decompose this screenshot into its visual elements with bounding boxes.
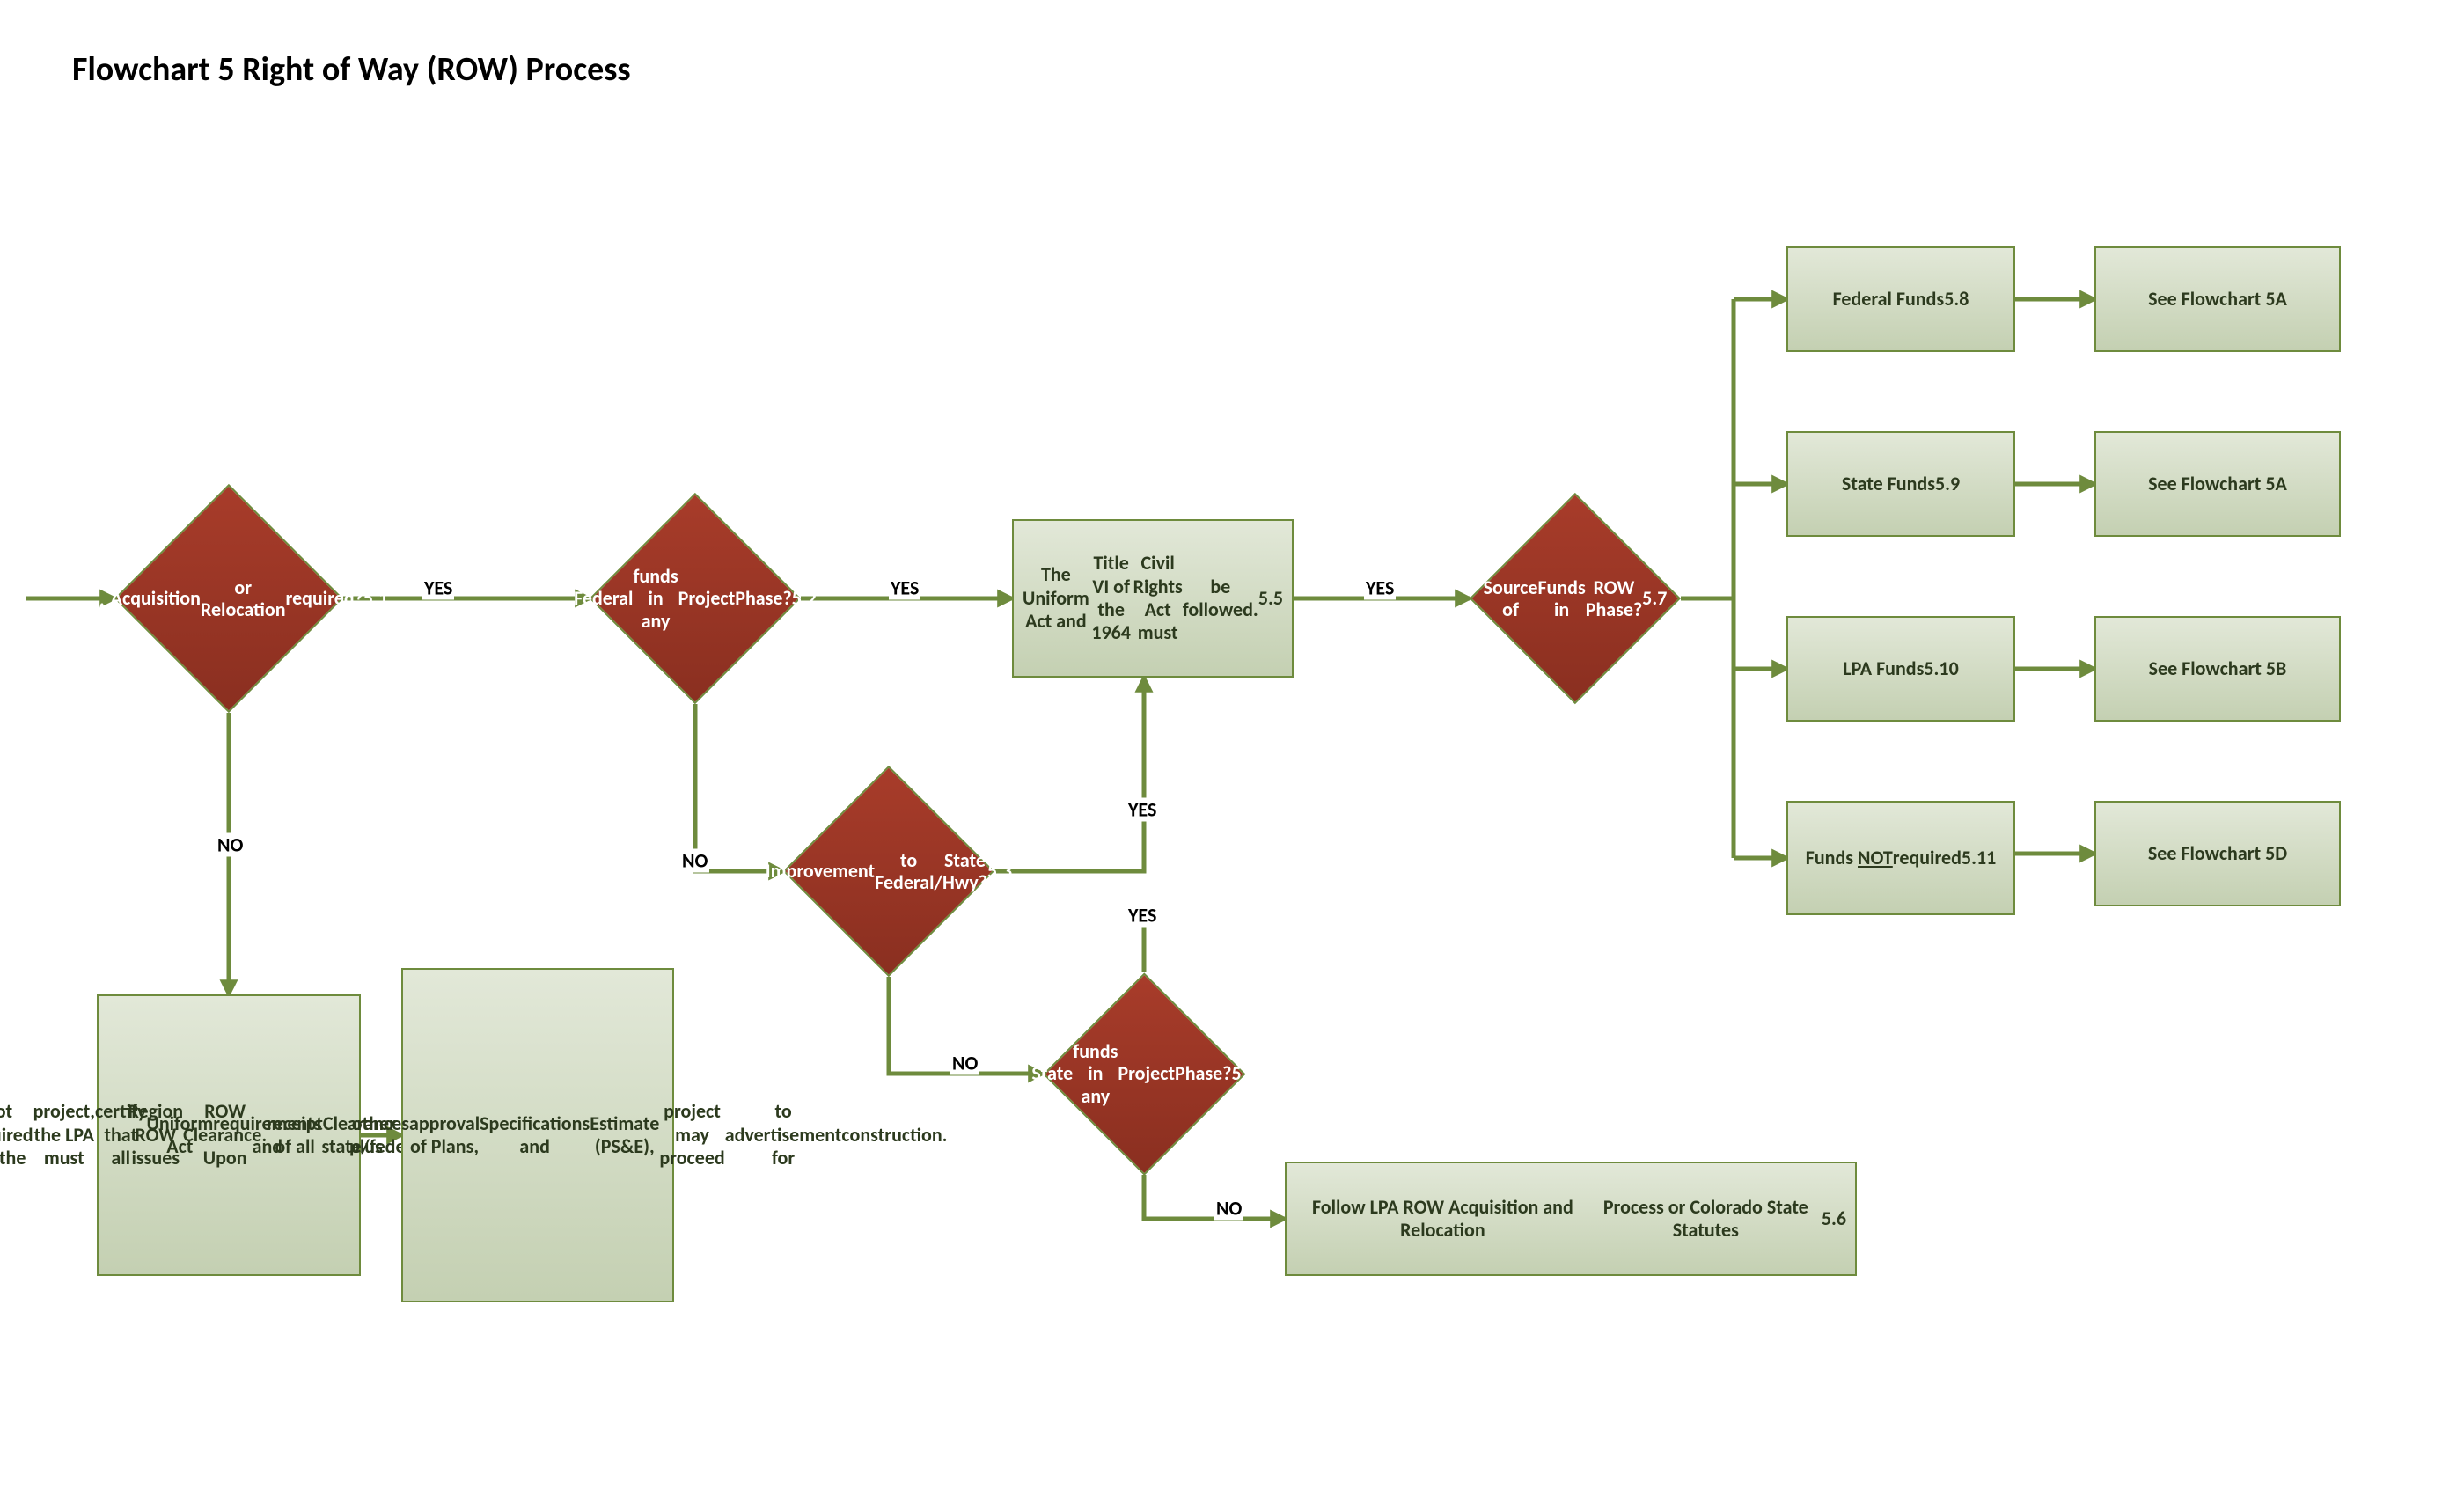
edge-label-d51-no: NO	[216, 833, 245, 857]
edge-label-d53-no: NO	[950, 1052, 979, 1075]
process-b56: Follow LPA ROW Acquisition and Relocatio…	[1285, 1162, 1857, 1276]
decision-d54: Statefunds in anyProjectPhase?5.4	[1073, 1002, 1216, 1146]
edge-label-d54-yes: YES	[1126, 904, 1158, 928]
decision-d53: Improvementto Federal/State Hwy?5.3	[814, 796, 964, 946]
decision-label: Federalfunds in anyProjectPhase?5.2	[620, 524, 770, 673]
process-b511: Funds NOTrequired5.11	[1786, 801, 2015, 915]
process-bregion: Region ROW issuesROW Clearance. Uponrece…	[401, 968, 674, 1302]
decision-label: Is ROWAcquisitionor Relocationrequired?5…	[148, 517, 310, 679]
process-b510: LPA Funds5.10	[1786, 616, 2015, 722]
decision-d52: Federalfunds in anyProjectPhase?5.2	[620, 524, 770, 673]
process-bsee4: See Flowchart 5D	[2094, 801, 2341, 906]
decision-label: Improvementto Federal/State Hwy?5.3	[814, 796, 964, 946]
process-b55: The Uniform Act andTitle VI of the 1964C…	[1012, 519, 1294, 678]
process-bsee2: See Flowchart 5A	[2094, 431, 2341, 537]
edge-label-d52-no: NO	[680, 849, 709, 873]
process-b58: Federal Funds5.8	[1786, 246, 2015, 352]
flowchart-canvas: Flowchart 5 Right of Way (ROW) Process YE…	[0, 0, 2464, 1496]
edge-label-b55-d57: YES	[1364, 576, 1396, 600]
connector-d53-yes	[994, 678, 1144, 871]
flowchart-title: Flowchart 5 Right of Way (ROW) Process	[72, 49, 631, 90]
edge-label-d54-no: NO	[1214, 1197, 1243, 1221]
decision-label: Statefunds in anyProjectPhase?5.4	[1073, 1002, 1216, 1146]
decision-d57: Source ofFunds inROW Phase?5.7	[1500, 524, 1650, 673]
connector-layer	[0, 0, 2464, 1496]
edge-label-d52-yes: YES	[889, 576, 920, 600]
edge-label-d51-d52: YES	[422, 576, 454, 600]
connector-d52-no	[695, 704, 783, 871]
process-b59: State Funds5.9	[1786, 431, 2015, 537]
process-bsee3: See Flowchart 5B	[2094, 616, 2341, 722]
decision-d51: Is ROWAcquisitionor Relocationrequired?5…	[148, 517, 310, 679]
edge-label-d53-yes: YES	[1126, 798, 1158, 822]
process-bsee1: See Flowchart 5A	[2094, 246, 2341, 352]
decision-label: Source ofFunds inROW Phase?5.7	[1500, 524, 1650, 673]
